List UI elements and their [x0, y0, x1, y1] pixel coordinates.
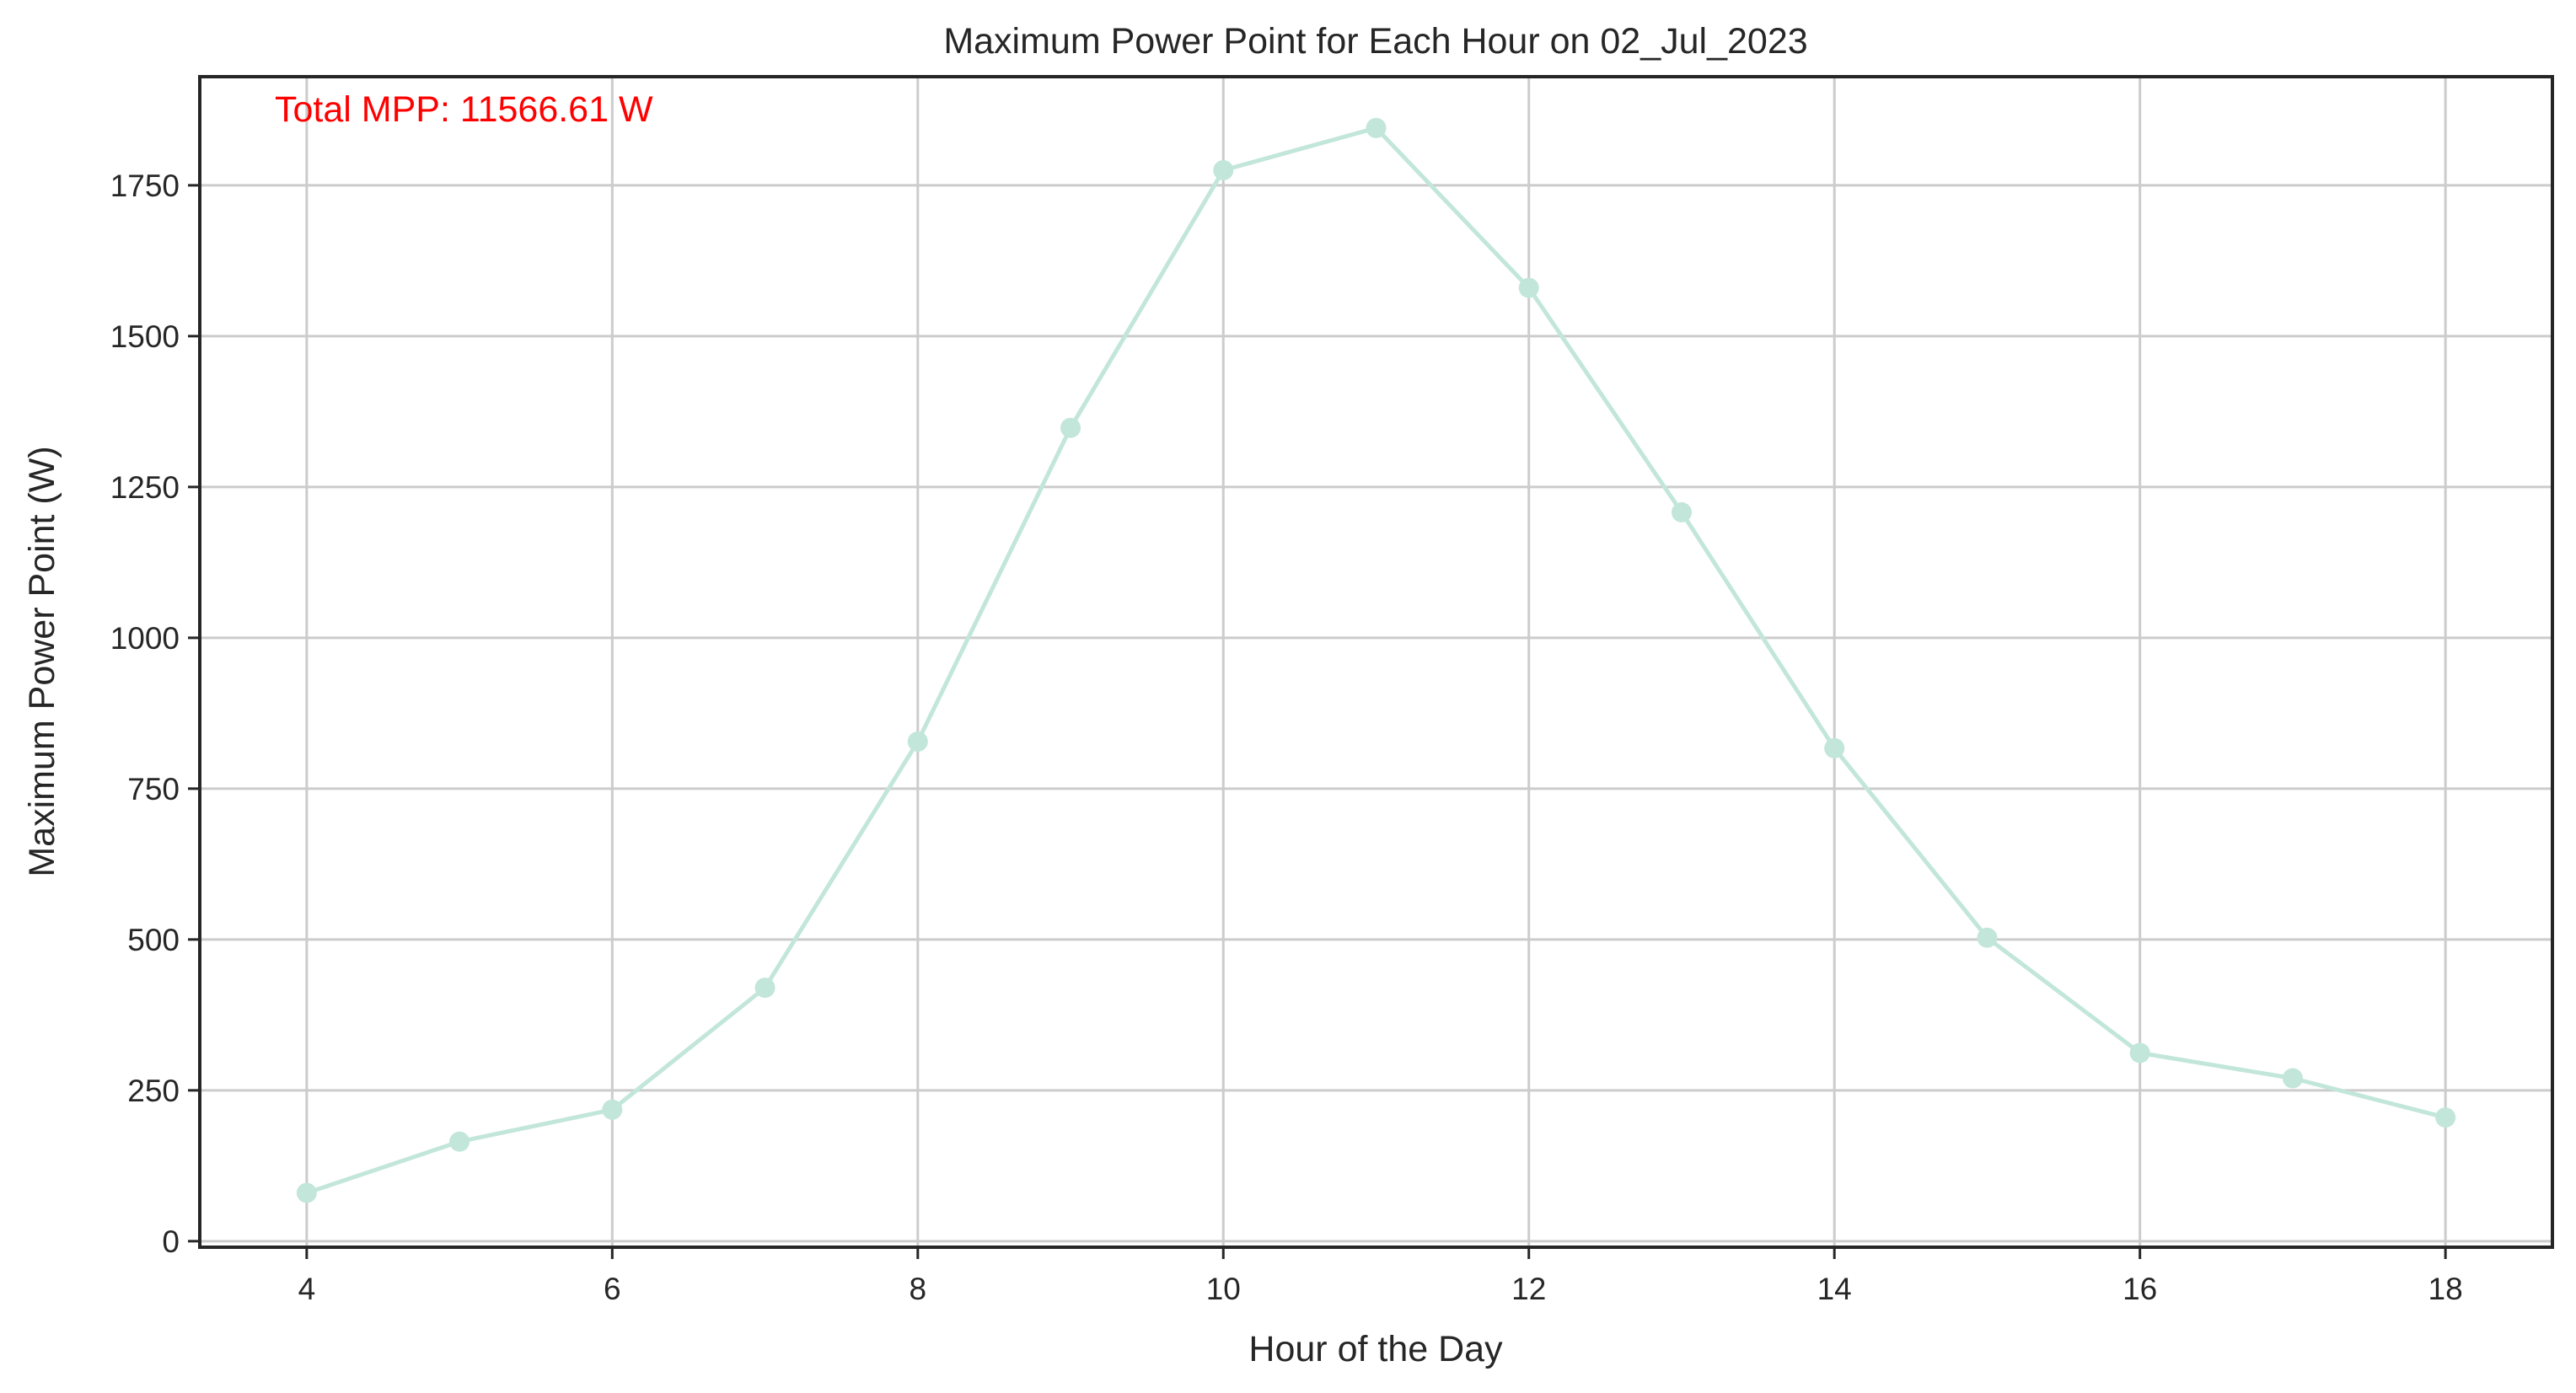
total-mpp-annotation: Total MPP: 11566.61 W: [275, 89, 653, 130]
data-point: [1060, 417, 1081, 438]
y-tick-label: 250: [127, 1074, 180, 1108]
data-point: [907, 731, 928, 753]
data-point: [1977, 927, 1998, 948]
data-point: [1824, 737, 1845, 758]
y-tick-label: 500: [127, 923, 180, 957]
x-tick-label: 6: [604, 1272, 621, 1306]
x-tick-label: 8: [910, 1272, 927, 1306]
x-axis-label: Hour of the Day: [1248, 1329, 1503, 1369]
y-tick-label: 1250: [110, 470, 180, 505]
data-point: [2282, 1068, 2303, 1089]
x-tick-label: 18: [2428, 1272, 2463, 1306]
data-point: [754, 978, 775, 999]
series-layer: [296, 117, 2456, 1203]
data-point: [2435, 1107, 2456, 1128]
data-point: [602, 1099, 623, 1120]
x-tick-label: 12: [1511, 1272, 1546, 1306]
chart-title: Maximum Power Point for Each Hour on 02_…: [943, 21, 1807, 62]
x-tick-label: 10: [1206, 1272, 1241, 1306]
x-tick-label: 4: [298, 1272, 316, 1306]
axis-ticks: 4 6 8 10 12 14 16 18 0 250 500 750 1000 1250 1500 1750: [110, 169, 2463, 1306]
data-point: [1213, 159, 1234, 180]
data-point: [1518, 277, 1539, 298]
data-point: [2129, 1042, 2150, 1064]
plot-frame: [198, 75, 2554, 1249]
x-tick-label: 14: [1817, 1272, 1852, 1306]
grid-lines: [200, 77, 2552, 1247]
y-tick-label: 1000: [110, 621, 180, 656]
y-tick-label: 750: [127, 772, 180, 806]
data-point: [296, 1182, 317, 1203]
y-tick-label: 1750: [110, 169, 180, 203]
y-tick-label: 1500: [110, 319, 180, 354]
data-point: [1366, 117, 1387, 138]
y-axis-label: Maximum Power Point (W): [22, 446, 62, 876]
data-point: [449, 1131, 470, 1152]
x-tick-label: 16: [2123, 1272, 2157, 1306]
y-tick-label: 0: [162, 1224, 180, 1259]
data-point: [1671, 501, 1692, 522]
